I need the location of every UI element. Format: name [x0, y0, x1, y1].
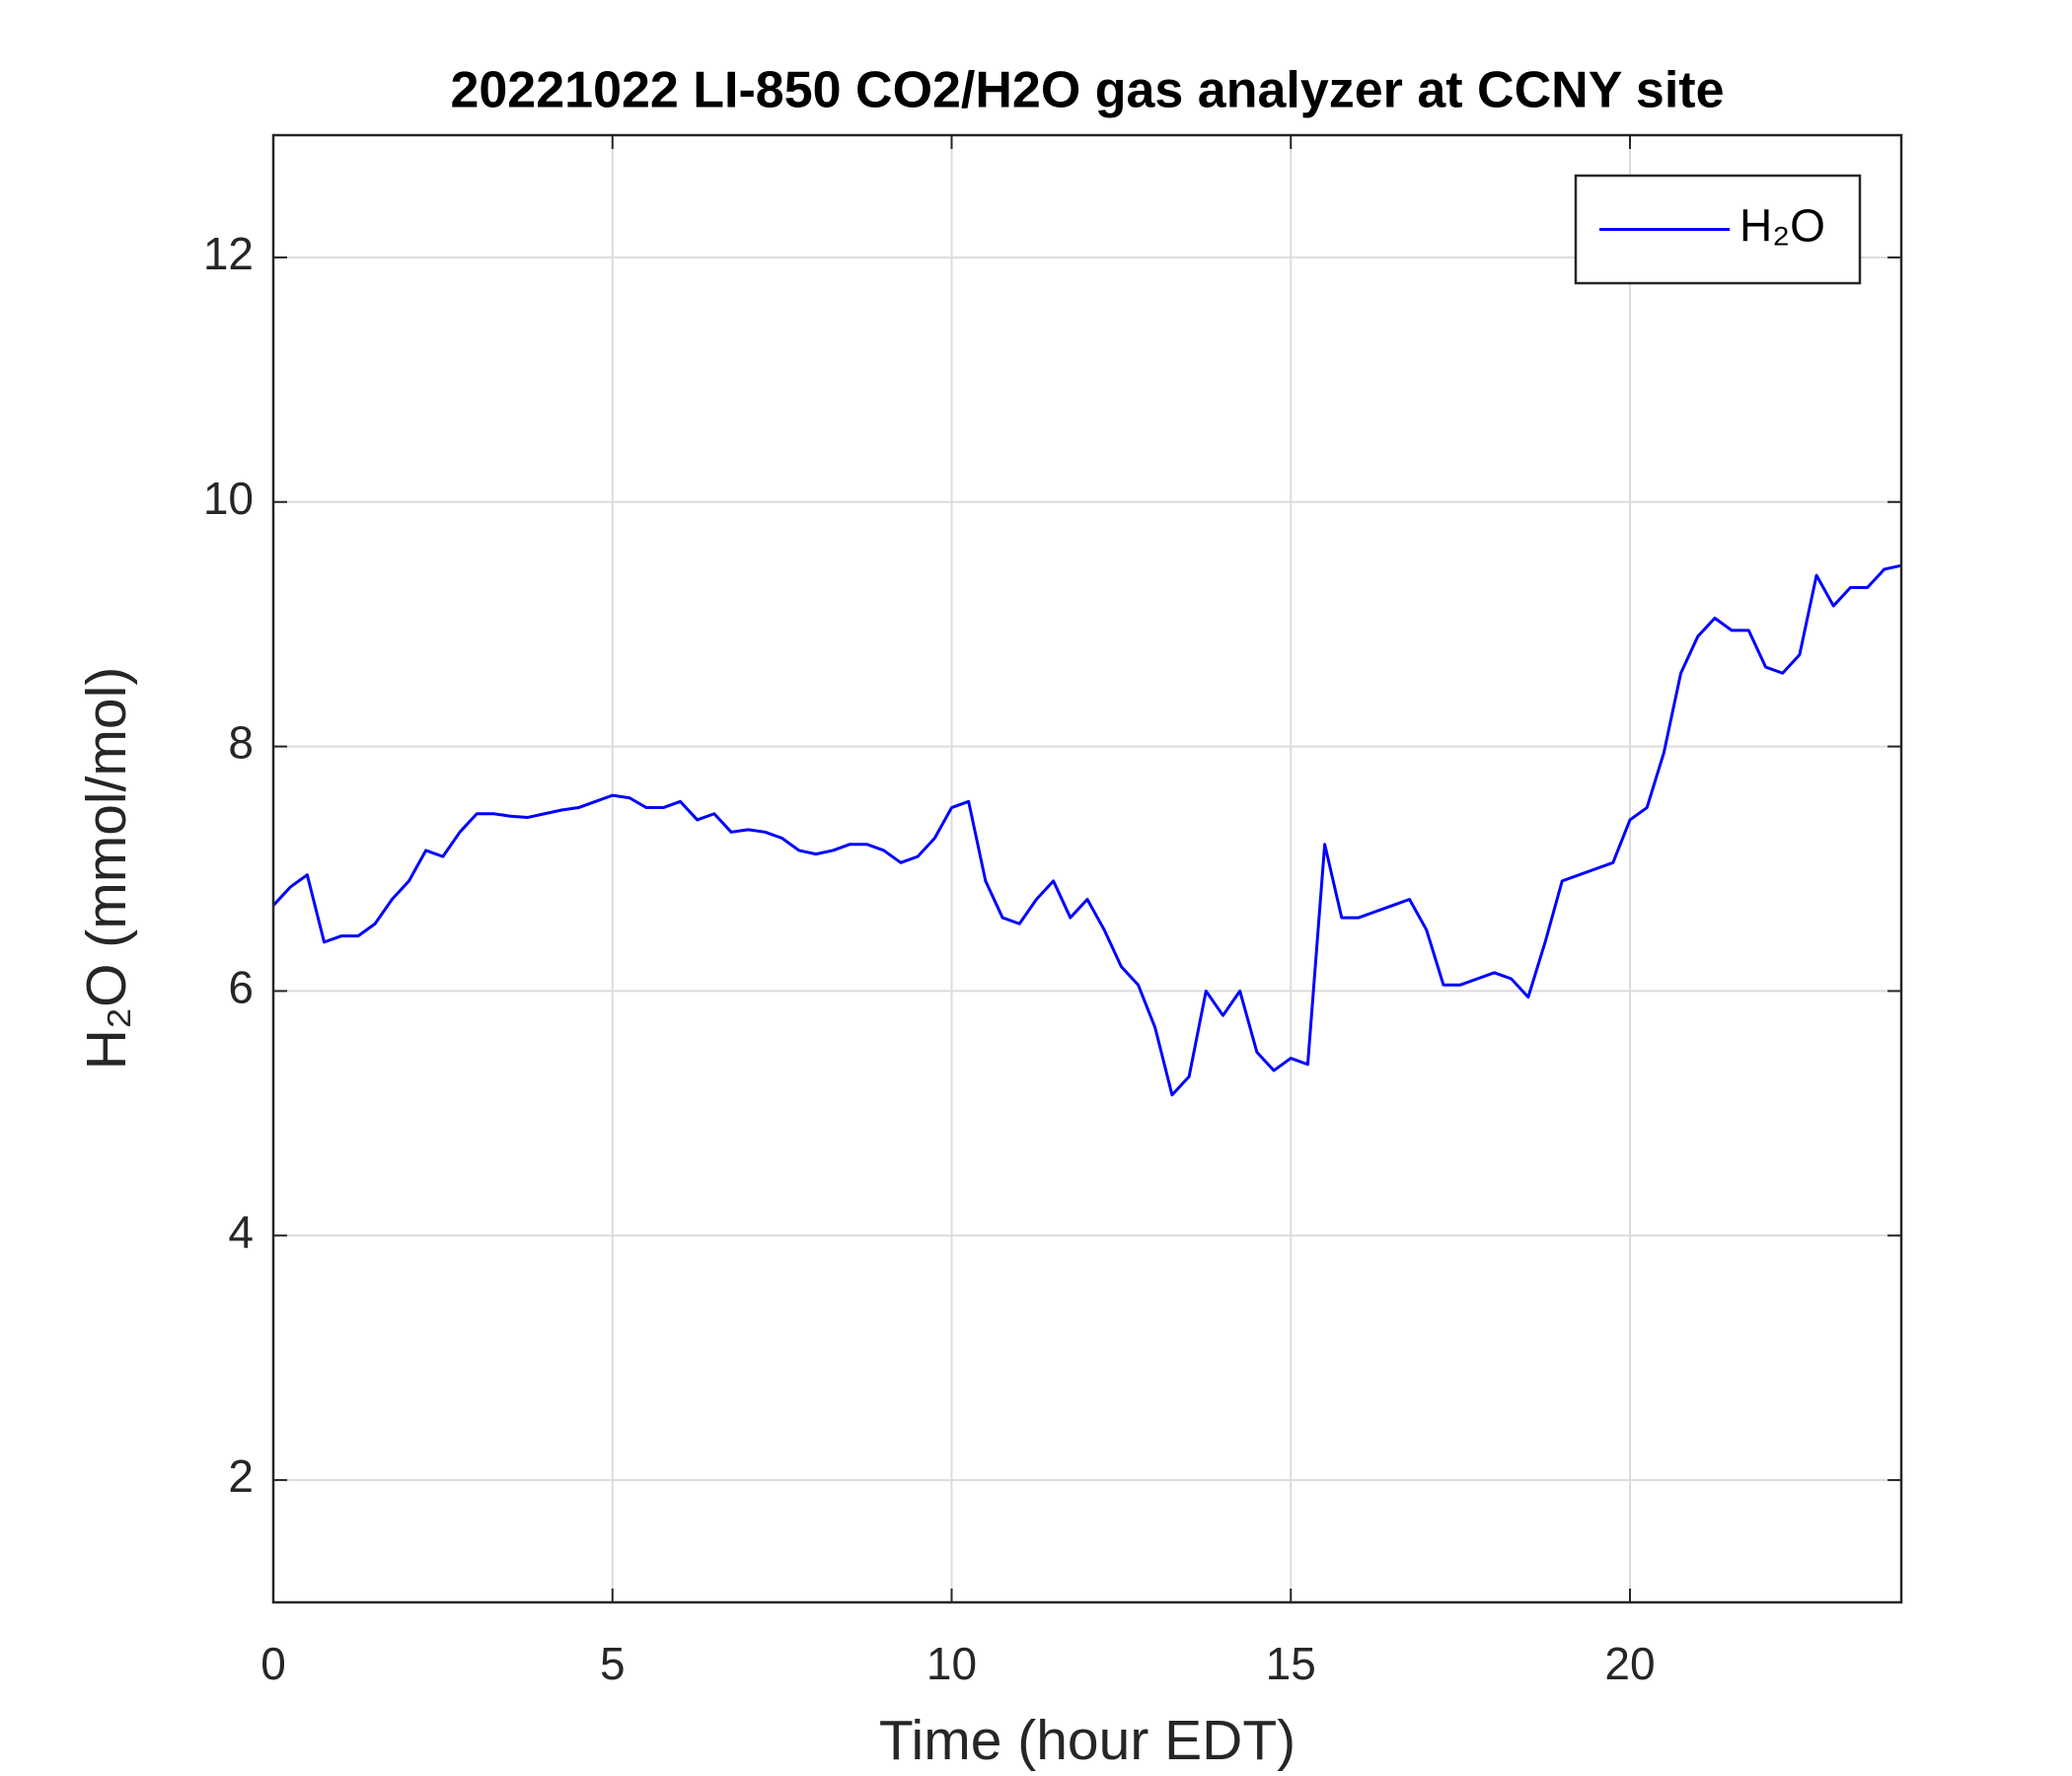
- x-axis-label: Time (hour EDT): [879, 1709, 1295, 1772]
- data-line: [271, 563, 1902, 1097]
- y-tick-label: 6: [228, 962, 254, 1013]
- x-tick-label: 5: [600, 1638, 626, 1689]
- x-tick-label: 20: [1604, 1638, 1655, 1689]
- y-tick-label: 4: [228, 1206, 254, 1257]
- x-tick-label: 10: [926, 1638, 977, 1689]
- plot-area: [273, 135, 1901, 1602]
- y-tick-label: 2: [228, 1450, 254, 1502]
- y-axis-label: H₂O (mmol/mol): [75, 667, 138, 1070]
- axes-box: [271, 133, 1903, 1604]
- y-tick-label: 8: [228, 717, 254, 769]
- x-tick-label: 0: [260, 1638, 286, 1689]
- y-tick-label: 10: [203, 473, 254, 524]
- y-tick-label: 12: [203, 228, 254, 279]
- x-tick-label: 15: [1266, 1638, 1316, 1689]
- chart-title: 20221022 LI-850 CO2/H2O gas analyzer at …: [450, 62, 1724, 119]
- legend-label: H₂O: [1739, 200, 1825, 252]
